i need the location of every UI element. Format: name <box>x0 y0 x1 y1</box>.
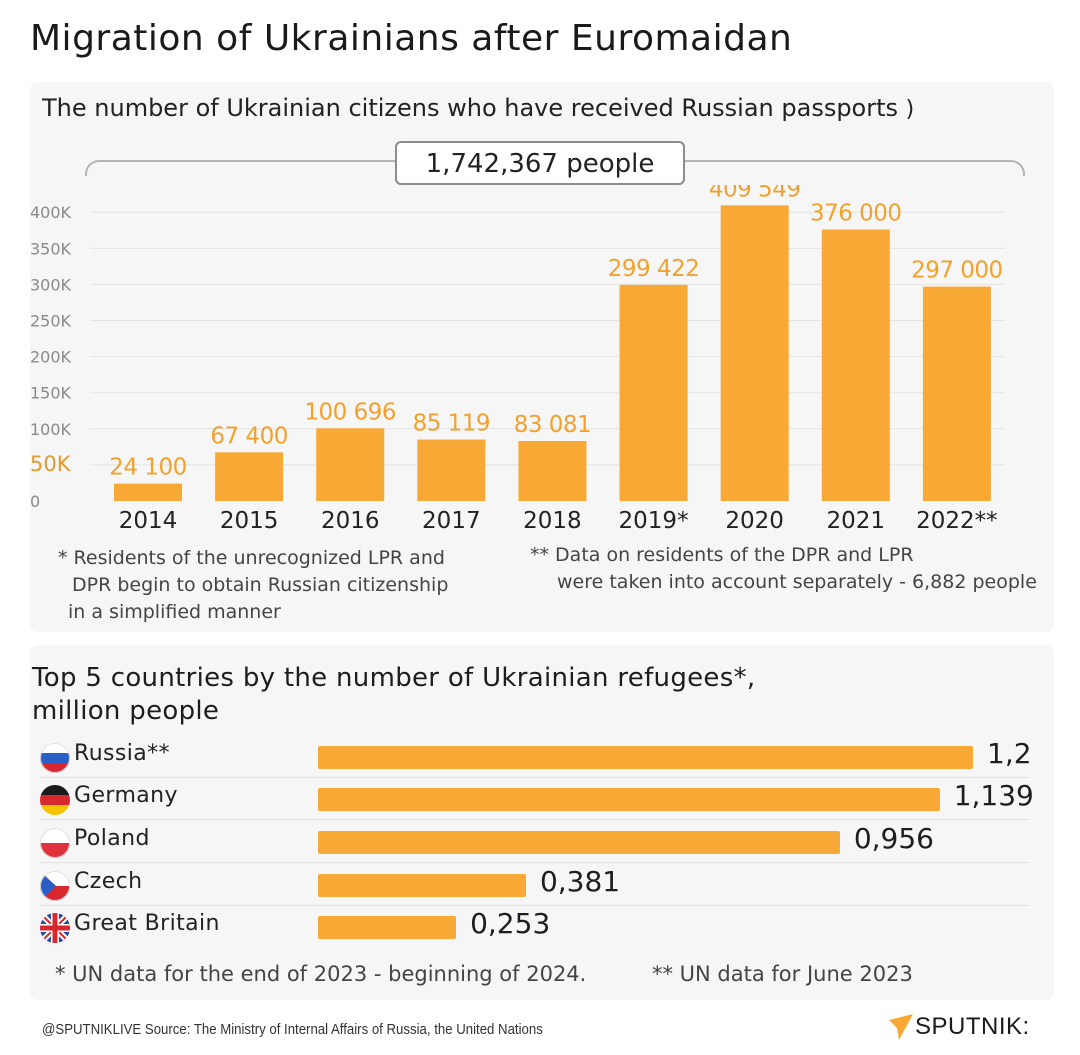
bar-value-label: 409 549 <box>709 185 801 202</box>
sputnik-logo-text: SPUTNIK: <box>915 1013 1030 1041</box>
passports-subtitle-mark: ) <box>905 97 915 122</box>
refugee-value-label: 1,2 <box>987 737 1032 770</box>
refugees-panel <box>30 645 1054 1000</box>
y-tick-label: 350K <box>30 239 72 258</box>
bar <box>518 441 587 501</box>
row-divider <box>40 777 1030 778</box>
refugees-note-1: * UN data for the end of 2023 - beginnin… <box>55 962 587 986</box>
bar <box>114 483 182 501</box>
row-divider <box>40 819 1030 820</box>
bar-value-label: 24 100 <box>109 455 186 481</box>
bar-value-label: 100 696 <box>304 399 396 425</box>
bar <box>922 286 991 501</box>
note-right: ** Data on residents of the DPR and LPR … <box>530 542 1037 596</box>
refugee-bar <box>318 831 840 854</box>
passports-subtitle: The number of Ukrainian citizens who hav… <box>42 94 914 122</box>
row-divider <box>40 862 1030 863</box>
x-tick-label: 2018 <box>523 508 582 534</box>
x-tick-label: 2022** <box>916 508 998 534</box>
country-row: Czech 0,381 <box>30 864 1030 906</box>
refugees-title: Top 5 countries by the number of Ukraini… <box>32 662 755 728</box>
country-name: Czech <box>74 869 143 894</box>
country-row: Germany 1,139 <box>30 778 1034 820</box>
y-tick-label: 400K <box>30 203 72 222</box>
passports-subtitle-text: The number of Ukrainian citizens who hav… <box>42 94 899 122</box>
country-row: Great Britain 0,253 <box>30 906 1030 948</box>
main-title: Migration of Ukrainians after Euromaidan <box>30 18 793 59</box>
x-tick-label: 2016 <box>321 508 380 534</box>
bar-value-label: 85 119 <box>413 411 490 437</box>
bar-value-label: 376 000 <box>810 201 902 227</box>
x-tick-label: 2017 <box>422 508 481 534</box>
russia-flag-icon <box>40 743 70 773</box>
country-name: Germany <box>74 783 178 808</box>
sputnik-logo: SPUTNIK: <box>885 1012 1055 1044</box>
poland-flag-icon <box>40 828 70 858</box>
country-name: Great Britain <box>74 911 220 936</box>
x-tick-label: 2019* <box>619 508 689 534</box>
refugees-title-line-2: million people <box>32 696 220 726</box>
refugee-bar <box>318 916 457 939</box>
bar <box>720 205 789 501</box>
refugee-value-label: 0,381 <box>539 865 621 898</box>
y-tick-label: 50K <box>30 452 72 476</box>
refugee-value-label: 0,253 <box>470 907 551 940</box>
refugees-note-2: ** UN data for June 2023 <box>652 962 913 986</box>
y-tick-label: 100K <box>30 420 72 439</box>
country-name: Russia** <box>74 741 170 766</box>
y-tick-label: 150K <box>30 384 72 403</box>
refugee-bar <box>318 874 526 897</box>
czech-flag-icon <box>40 871 70 901</box>
uk-flag-icon <box>40 913 70 943</box>
refugee-bar <box>318 788 940 811</box>
refugees-title-line-1: Top 5 countries by the number of Ukraini… <box>32 663 756 693</box>
bar <box>619 284 688 501</box>
country-row: Poland 0,956 <box>30 821 1030 863</box>
bar <box>821 229 890 502</box>
brand-mark: : <box>1022 1013 1030 1040</box>
total-badge: 1,742,367 people <box>395 141 685 185</box>
bar <box>215 452 284 501</box>
note-left: * Residents of the unrecognized LPR and … <box>58 545 448 626</box>
country-row: Russia** 1,2 <box>30 736 1032 778</box>
brand-name: SPUTNIK <box>915 1013 1023 1040</box>
bar <box>316 428 385 501</box>
note-left-line-1: * Residents of the unrecognized LPR and <box>58 547 445 569</box>
bar <box>417 439 486 501</box>
y-tick-label: 0 <box>30 492 40 511</box>
note-right-line-1: ** Data on residents of the DPR and LPR <box>530 544 914 566</box>
sputnik-logo-icon <box>889 1014 913 1040</box>
bar-value-label: 297 000 <box>911 258 1003 284</box>
x-tick-label: 2020 <box>725 508 784 534</box>
y-tick-label: 300K <box>30 275 72 294</box>
refugee-bar <box>318 746 973 769</box>
note-right-line-2: were taken into account separately - 6,8… <box>557 571 1037 593</box>
source-line: @SPUTNIKLIVE Source: The Ministry of Int… <box>42 1021 543 1038</box>
row-divider <box>40 905 1030 906</box>
x-tick-label: 2014 <box>119 508 178 534</box>
x-tick-label: 2015 <box>220 508 279 534</box>
y-tick-label: 250K <box>30 312 72 331</box>
refugee-value-label: 1,139 <box>953 779 1034 812</box>
note-left-line-3: in a simplified manner <box>68 601 281 623</box>
refugee-value-label: 0,956 <box>853 822 934 855</box>
x-tick-label: 2021 <box>827 508 886 534</box>
country-name: Poland <box>74 826 150 851</box>
bar-value-label: 83 081 <box>514 412 591 438</box>
germany-flag-icon <box>40 785 70 815</box>
bar-value-label: 299 422 <box>608 256 700 282</box>
y-tick-label: 200K <box>30 348 72 367</box>
bar-value-label: 67 400 <box>210 423 287 449</box>
note-left-line-2: DPR begin to obtain Russian citizenship <box>72 574 449 596</box>
passport-bar-chart: 0 50K 100K 150K 200K 250K 300K 350K 400K 24 100 20… <box>30 185 1005 534</box>
